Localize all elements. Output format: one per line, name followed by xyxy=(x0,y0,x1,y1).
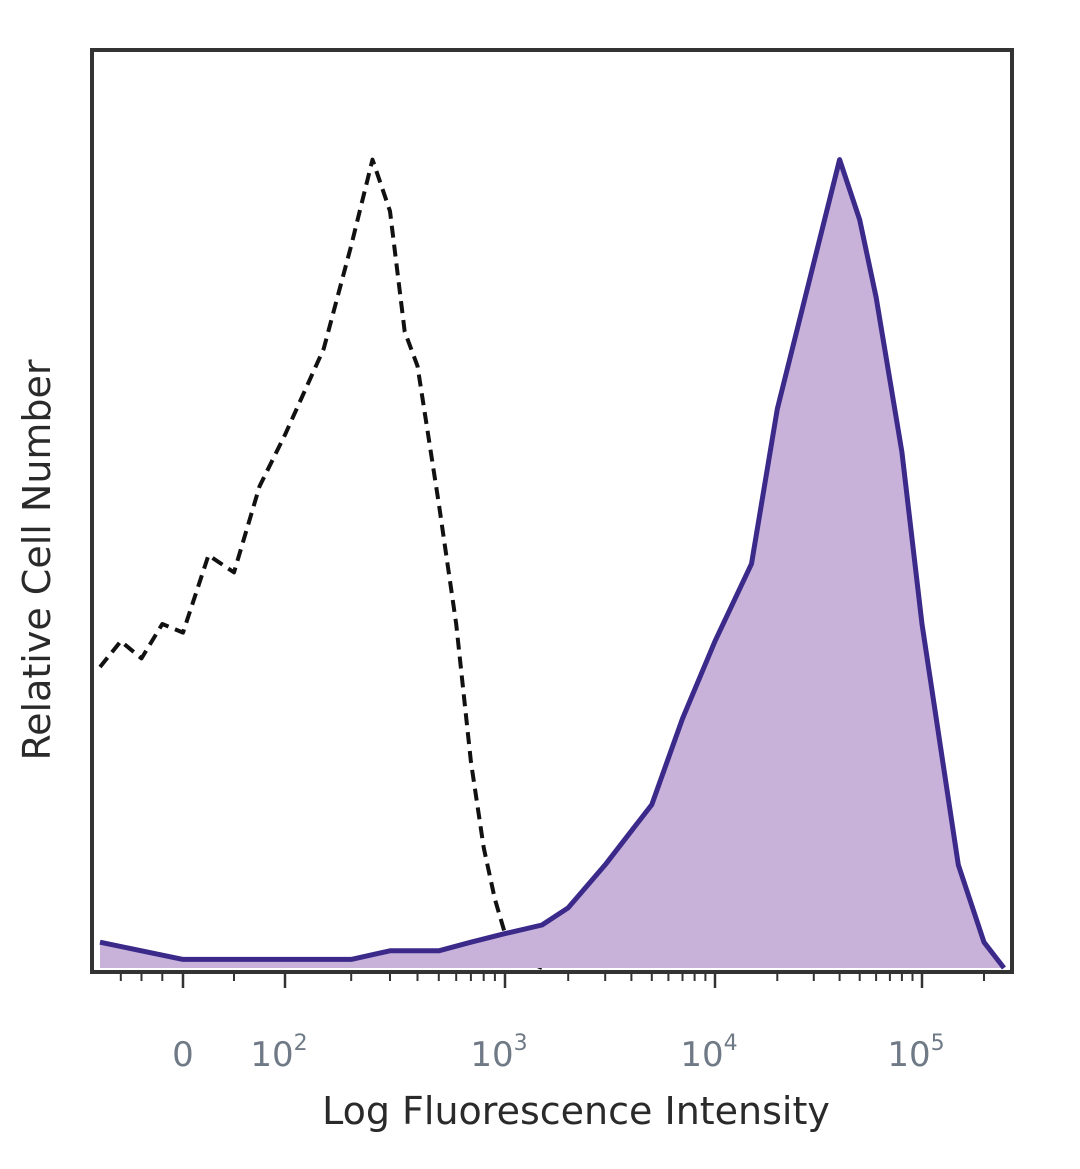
filled-series-area xyxy=(100,159,1004,969)
x-tick-label-base: 10 xyxy=(887,1035,930,1075)
x-tick-label-base: 10 xyxy=(250,1035,293,1075)
x-tick-label-exponent: 5 xyxy=(931,1031,945,1056)
y-axis-title: Relative Cell Number xyxy=(15,359,59,760)
x-tick-label-exponent: 2 xyxy=(294,1031,308,1056)
x-tick-label: 0 xyxy=(172,1035,194,1075)
plot-layer xyxy=(98,157,1006,970)
x-tick-label: 103 xyxy=(470,1031,527,1075)
x-tick-label-exponent: 4 xyxy=(724,1031,738,1056)
x-tick-label: 104 xyxy=(680,1031,737,1075)
plot-frame xyxy=(90,48,1014,974)
x-tick-label-base: 10 xyxy=(680,1035,723,1075)
x-tick-label-exponent: 3 xyxy=(514,1031,528,1056)
x-tick-label: 102 xyxy=(250,1031,307,1075)
dashed-control-series-line xyxy=(98,157,543,970)
x-tick-label-base: 0 xyxy=(172,1035,194,1075)
x-axis-title: Log Fluorescence Intensity xyxy=(322,1089,830,1133)
x-tick-label: 105 xyxy=(887,1031,944,1075)
x-tick-label-base: 10 xyxy=(470,1035,513,1075)
x-axis-ticks: 0 102 103 104 105 xyxy=(119,972,985,1075)
filled-series-line xyxy=(99,157,1006,970)
